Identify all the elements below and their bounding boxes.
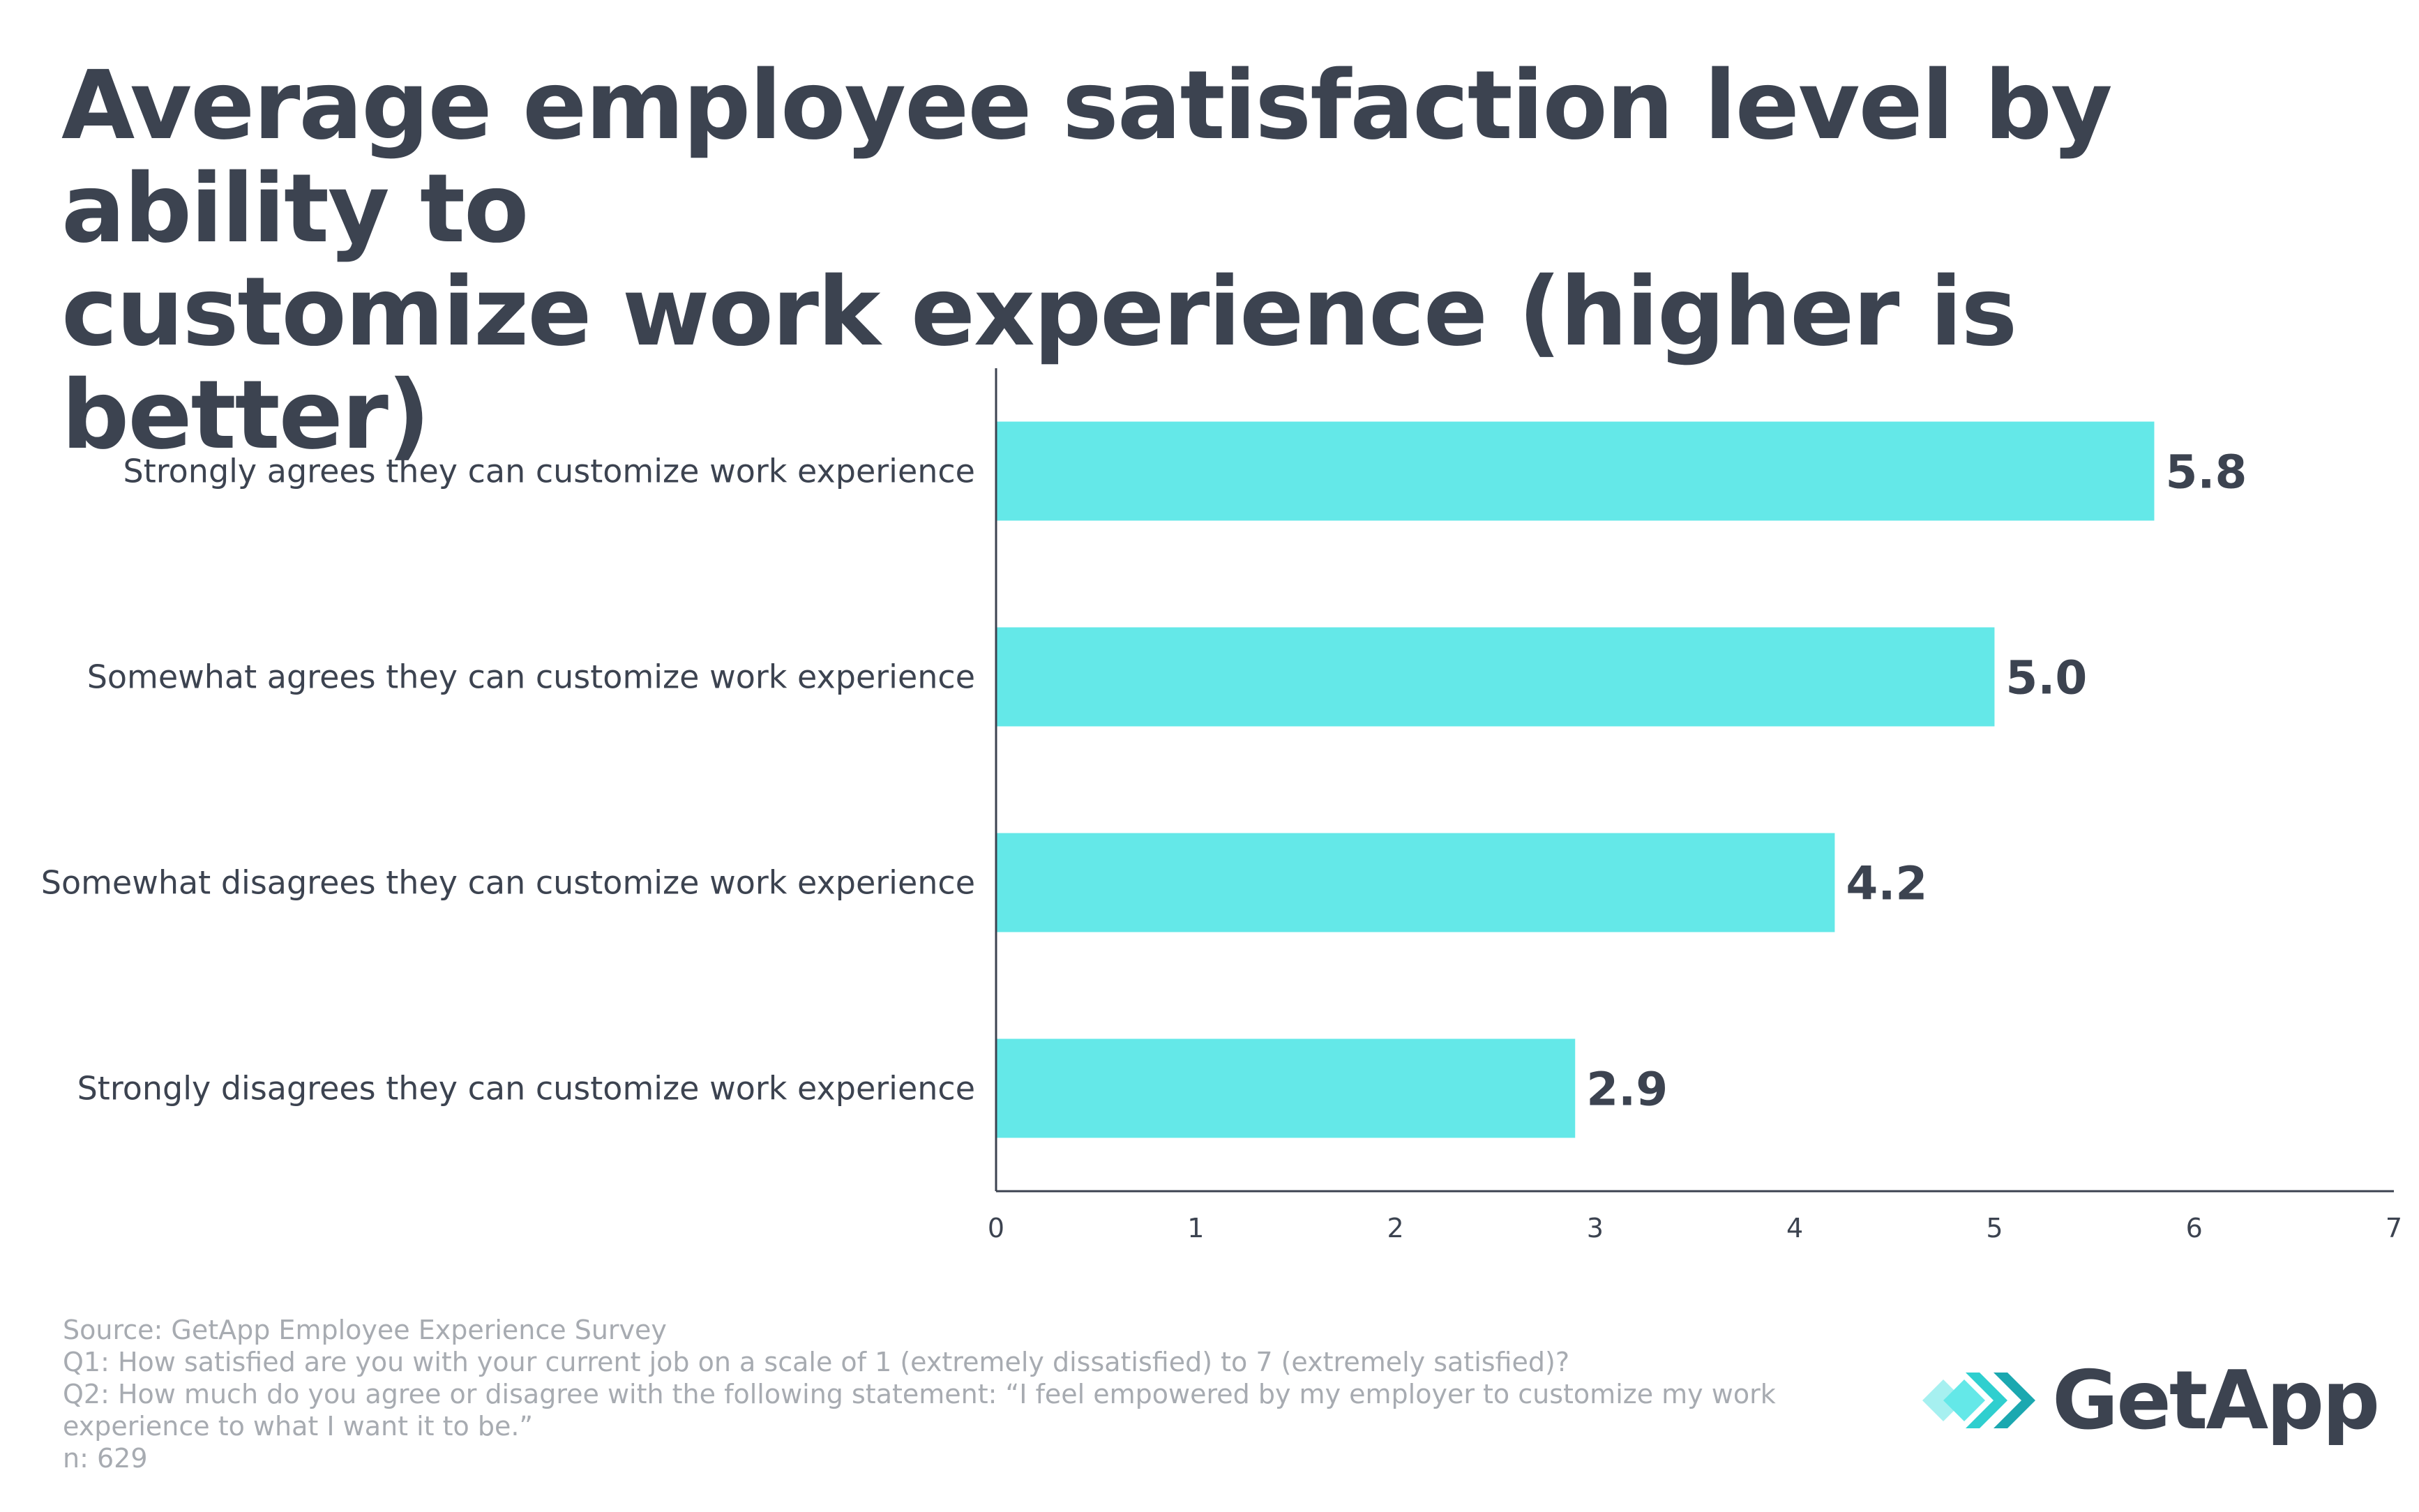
category-label-3: Somewhat disagrees they can customize wo… xyxy=(41,864,975,902)
category-label-1: Strongly agrees they can customize work … xyxy=(123,453,975,490)
getapp-chevrons-icon xyxy=(1922,1373,2035,1428)
x-tick-label-7: 7 xyxy=(2386,1213,2402,1243)
value-label-1: 5.8 xyxy=(2165,446,2247,499)
x-tick-label-6: 6 xyxy=(2186,1213,2203,1243)
getapp-logo-text: GetApp xyxy=(2052,1353,2380,1448)
category-label-4: Strongly disagrees they can customize wo… xyxy=(77,1070,975,1107)
footer-q2-line-1: Q2: How much do you agree or disagree wi… xyxy=(63,1379,1776,1409)
bar-2 xyxy=(996,627,1995,727)
bar-1 xyxy=(996,421,2155,521)
x-tick-label-2: 2 xyxy=(1387,1213,1403,1243)
bar-4 xyxy=(996,1038,1576,1138)
chart-title-line-2: customize work experience (higher is bet… xyxy=(61,257,2017,471)
footer-q1: Q1: How satisfied are you with your curr… xyxy=(63,1347,1569,1377)
chart-footer: Source: GetApp Employee Experience Surve… xyxy=(63,1314,1848,1474)
value-label-3: 4.2 xyxy=(1846,857,1927,911)
x-tick-label-3: 3 xyxy=(1587,1213,1604,1243)
value-label-2: 5.0 xyxy=(2005,651,2087,705)
x-tick-label-5: 5 xyxy=(1986,1213,2003,1243)
chart-title: Average employee satisfaction level by a… xyxy=(61,54,2363,467)
x-tick-label-4: 4 xyxy=(1786,1213,1803,1243)
category-label-2: Somewhat agrees they can customize work … xyxy=(87,658,975,696)
footer-q2-line-2: experience to what I want it to be.” xyxy=(63,1411,534,1442)
footer-sample-size: n: 629 xyxy=(63,1443,148,1474)
bar-3 xyxy=(996,833,1835,932)
chart-title-line-1: Average employee satisfaction level by a… xyxy=(61,51,2113,264)
x-tick-label-0: 0 xyxy=(988,1213,1004,1243)
footer-source: Source: GetApp Employee Experience Surve… xyxy=(63,1315,667,1345)
x-tick-label-1: 1 xyxy=(1187,1213,1204,1243)
value-label-4: 2.9 xyxy=(1586,1063,1668,1117)
getapp-logo: GetApp xyxy=(1922,1352,2380,1449)
